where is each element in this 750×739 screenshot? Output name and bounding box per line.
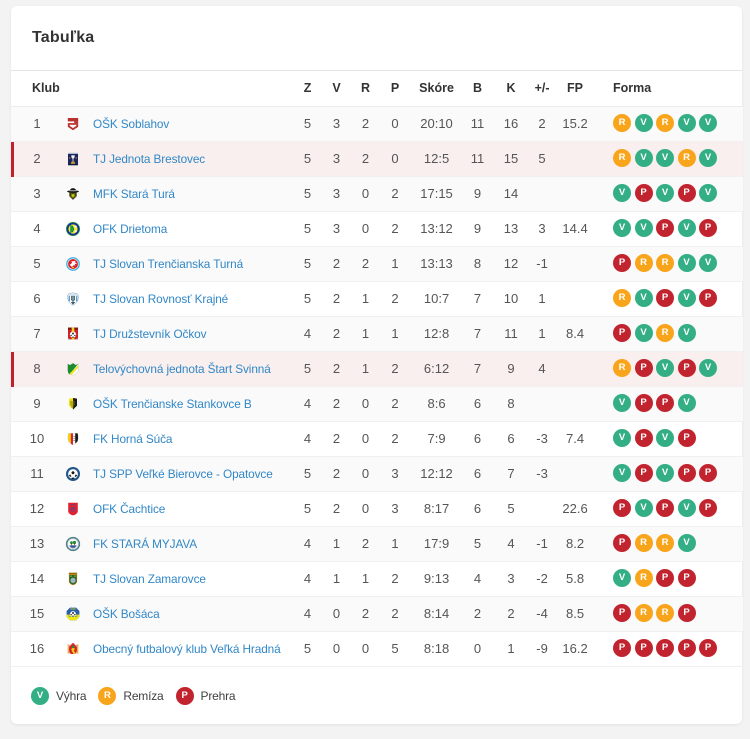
svg-text:OŠK: OŠK [70, 606, 76, 611]
